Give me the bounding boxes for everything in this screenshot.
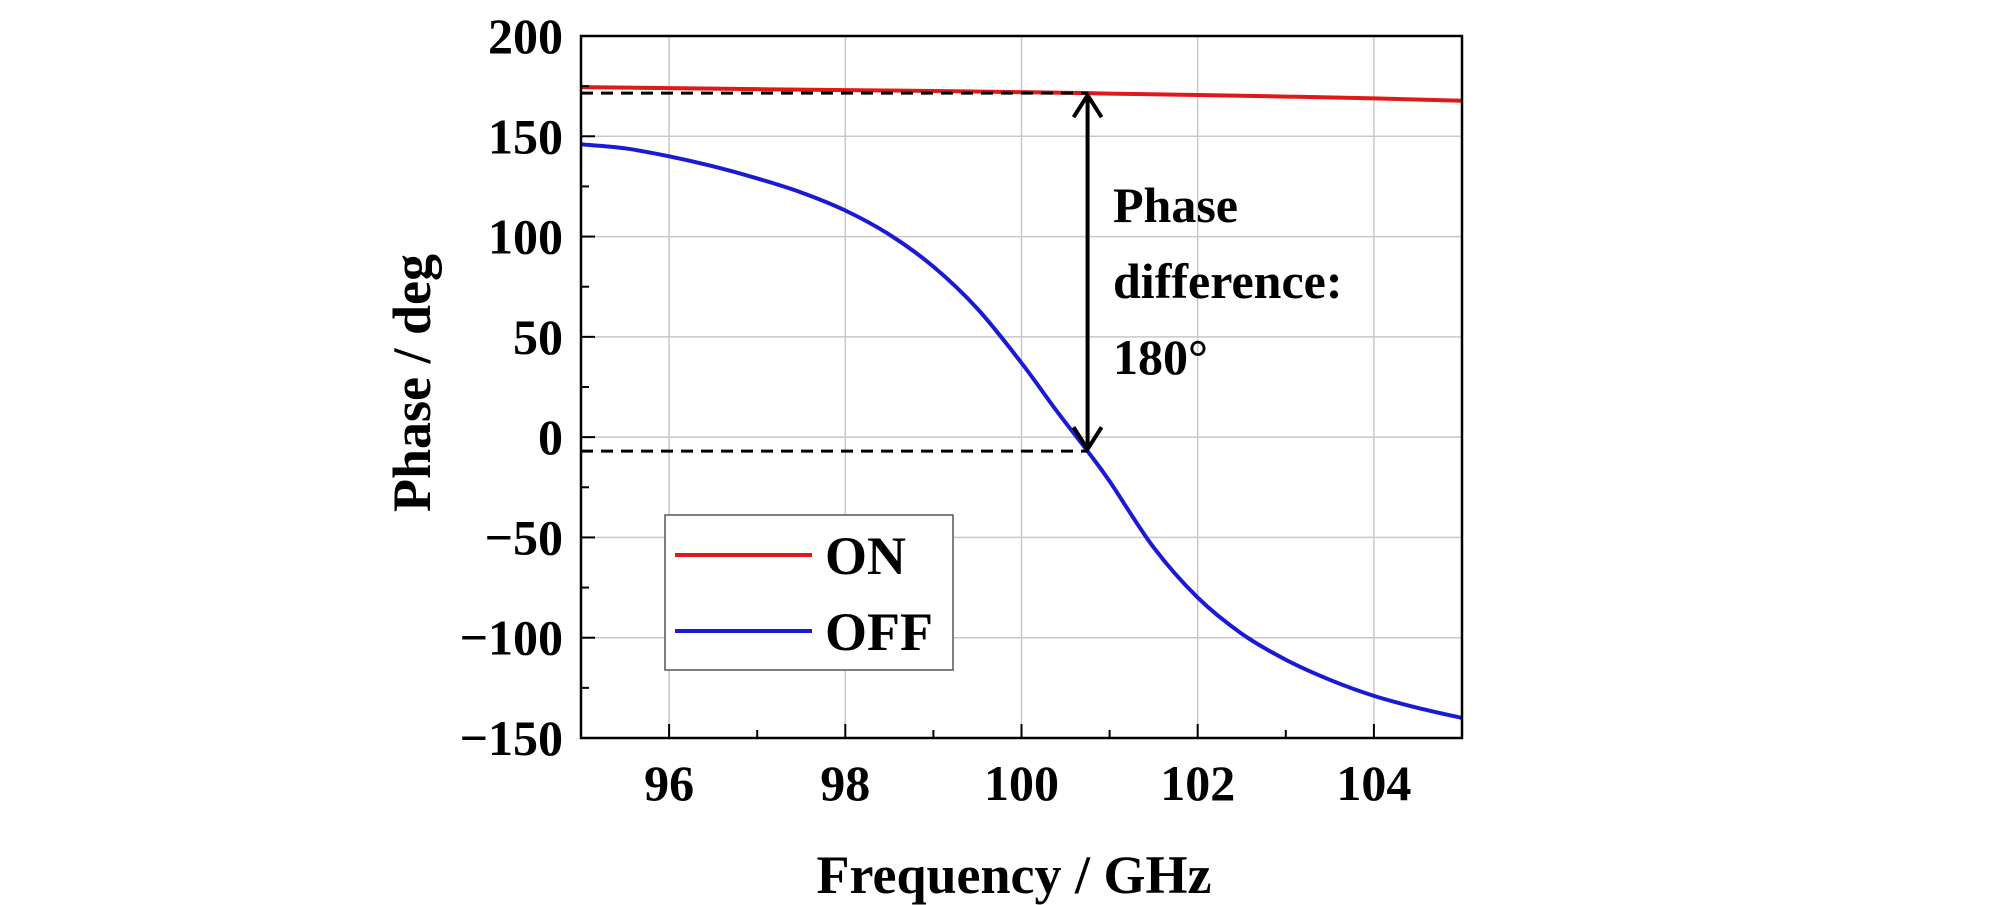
annotation <box>581 91 1104 453</box>
legend-label-off: OFF <box>825 602 933 662</box>
x-tick-label: 102 <box>1160 755 1235 811</box>
y-tick-label: 200 <box>488 8 563 64</box>
annotation-line-1: Phase <box>1113 177 1238 233</box>
annotation-line-2: difference: <box>1113 253 1343 309</box>
y-tick-label: −50 <box>485 509 564 565</box>
annotation-line-3: 180° <box>1113 329 1208 385</box>
ticks <box>580 35 1463 739</box>
legend-label-on: ON <box>825 526 906 586</box>
y-tick-label: 100 <box>488 209 563 265</box>
y-tick-label: 0 <box>538 409 563 465</box>
x-tick-label: 104 <box>1336 755 1411 811</box>
y-axis-title: Phase / deg <box>382 254 442 512</box>
series-line-off <box>580 142 1463 720</box>
x-axis-title: Frequency / GHz <box>817 845 1212 905</box>
arrow-head-down <box>1071 426 1104 453</box>
y-tick-label: 150 <box>488 108 563 164</box>
y-tick-label: −100 <box>460 610 564 666</box>
x-tick-label: 98 <box>820 755 870 811</box>
legend: ON OFF <box>664 514 954 671</box>
x-tick-label: 100 <box>984 755 1059 811</box>
y-tick-label: 50 <box>513 309 563 365</box>
tick-labels: 96 98 100 102 104 −150 −100 −50 0 50 100 150 200 <box>460 8 1412 811</box>
legend-box <box>664 514 954 671</box>
y-tick-label: −150 <box>460 710 564 766</box>
x-tick-label: 96 <box>644 755 694 811</box>
arrow-head-up <box>1071 91 1104 119</box>
annotation-text: Phase difference: 180° <box>1113 177 1343 385</box>
